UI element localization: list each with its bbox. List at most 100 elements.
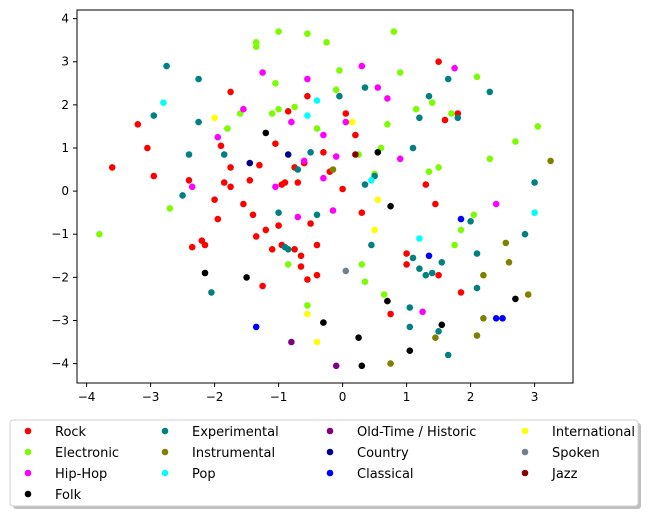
- data-point: [320, 174, 327, 182]
- data-point: [297, 263, 305, 270]
- data-point: [380, 291, 388, 298]
- series-electronic: [96, 28, 542, 309]
- data-point: [441, 116, 449, 124]
- data-point: [313, 125, 321, 132]
- data-point: [387, 360, 394, 367]
- x-tick-label: 3: [531, 390, 539, 404]
- legend-marker: [326, 448, 334, 456]
- series-rock: [108, 58, 465, 318]
- data-point: [294, 213, 302, 221]
- data-point: [412, 105, 420, 113]
- data-point: [374, 196, 382, 203]
- legend-item-spoken: Spoken: [521, 446, 600, 461]
- data-point: [291, 103, 298, 111]
- data-point: [454, 114, 462, 122]
- legend-label: Rock: [55, 425, 87, 440]
- data-point: [252, 43, 260, 50]
- data-point: [348, 118, 356, 126]
- y-tick-label: −2: [51, 270, 69, 284]
- data-point: [416, 265, 423, 273]
- data-point: [451, 64, 458, 72]
- legend-marker: [161, 427, 169, 435]
- data-point: [502, 239, 510, 247]
- data-point: [368, 177, 375, 184]
- data-point: [406, 347, 414, 355]
- y-tick-label: 1: [61, 141, 69, 155]
- data-point: [396, 69, 404, 76]
- legend-marker: [161, 448, 169, 456]
- data-point: [163, 62, 170, 70]
- data-point: [313, 241, 321, 249]
- series-pop: [160, 97, 538, 242]
- series-classical: [252, 215, 506, 331]
- data-point: [179, 192, 186, 199]
- series-spoken: [342, 267, 350, 275]
- data-point: [108, 164, 116, 171]
- data-point: [406, 323, 414, 331]
- data-point: [160, 99, 167, 106]
- data-point: [492, 315, 500, 322]
- data-point: [358, 209, 366, 216]
- data-point: [252, 233, 260, 240]
- y-tick-label: −4: [51, 357, 69, 371]
- data-point: [134, 121, 142, 128]
- data-point: [275, 105, 282, 113]
- data-point: [313, 97, 321, 104]
- data-point: [387, 310, 394, 318]
- data-point: [272, 140, 279, 147]
- x-tick-label: 2: [467, 390, 475, 404]
- series-instrumental: [329, 157, 554, 367]
- data-point: [432, 334, 439, 342]
- data-point: [425, 168, 433, 175]
- data-point: [284, 108, 292, 115]
- data-point: [342, 110, 350, 117]
- legend-marker: [24, 427, 32, 435]
- data-point: [214, 215, 222, 223]
- data-point: [201, 241, 209, 249]
- data-point: [329, 207, 337, 214]
- data-point: [470, 211, 478, 219]
- data-point: [294, 179, 302, 186]
- data-point: [246, 159, 254, 167]
- data-point: [435, 328, 442, 335]
- data-point: [294, 166, 302, 173]
- legend-marker: [24, 469, 32, 477]
- data-point: [352, 151, 359, 158]
- legend-marker: [326, 427, 334, 435]
- data-point: [188, 183, 196, 191]
- legend-item-country: Country: [326, 446, 409, 461]
- data-point: [313, 211, 321, 219]
- plot-area: [96, 28, 554, 370]
- data-point: [329, 166, 337, 173]
- data-point: [332, 86, 340, 94]
- data-point: [409, 254, 417, 262]
- data-point: [307, 149, 314, 156]
- x-tick-label: 1: [403, 390, 411, 404]
- axes: −4 −3 −2 −1 0 1 2 3 −4 −3 −2 −1 0 1 2 3 4: [51, 9, 574, 404]
- data-point: [297, 252, 305, 260]
- y-tick-label: −1: [51, 227, 69, 241]
- data-point: [448, 110, 455, 117]
- data-point: [390, 28, 398, 35]
- data-point: [416, 114, 423, 122]
- data-point: [339, 185, 346, 193]
- legend-item-jazz: Jazz: [521, 467, 578, 482]
- data-point: [313, 271, 321, 279]
- legend-item-instrumental: Instrumental: [161, 446, 275, 461]
- data-point: [243, 274, 250, 281]
- data-point: [240, 105, 247, 113]
- data-point: [304, 112, 311, 119]
- series-international: [211, 114, 382, 346]
- legend-label: Spoken: [552, 446, 600, 461]
- series-experimental: [150, 62, 538, 359]
- data-point: [313, 338, 321, 346]
- data-point: [211, 114, 218, 122]
- data-point: [534, 123, 542, 130]
- data-point: [300, 157, 308, 165]
- y-tick-label: −3: [51, 313, 69, 327]
- legend-item-folk: Folk: [24, 488, 82, 503]
- data-point: [457, 289, 465, 296]
- data-point: [150, 172, 158, 180]
- data-point: [304, 276, 311, 283]
